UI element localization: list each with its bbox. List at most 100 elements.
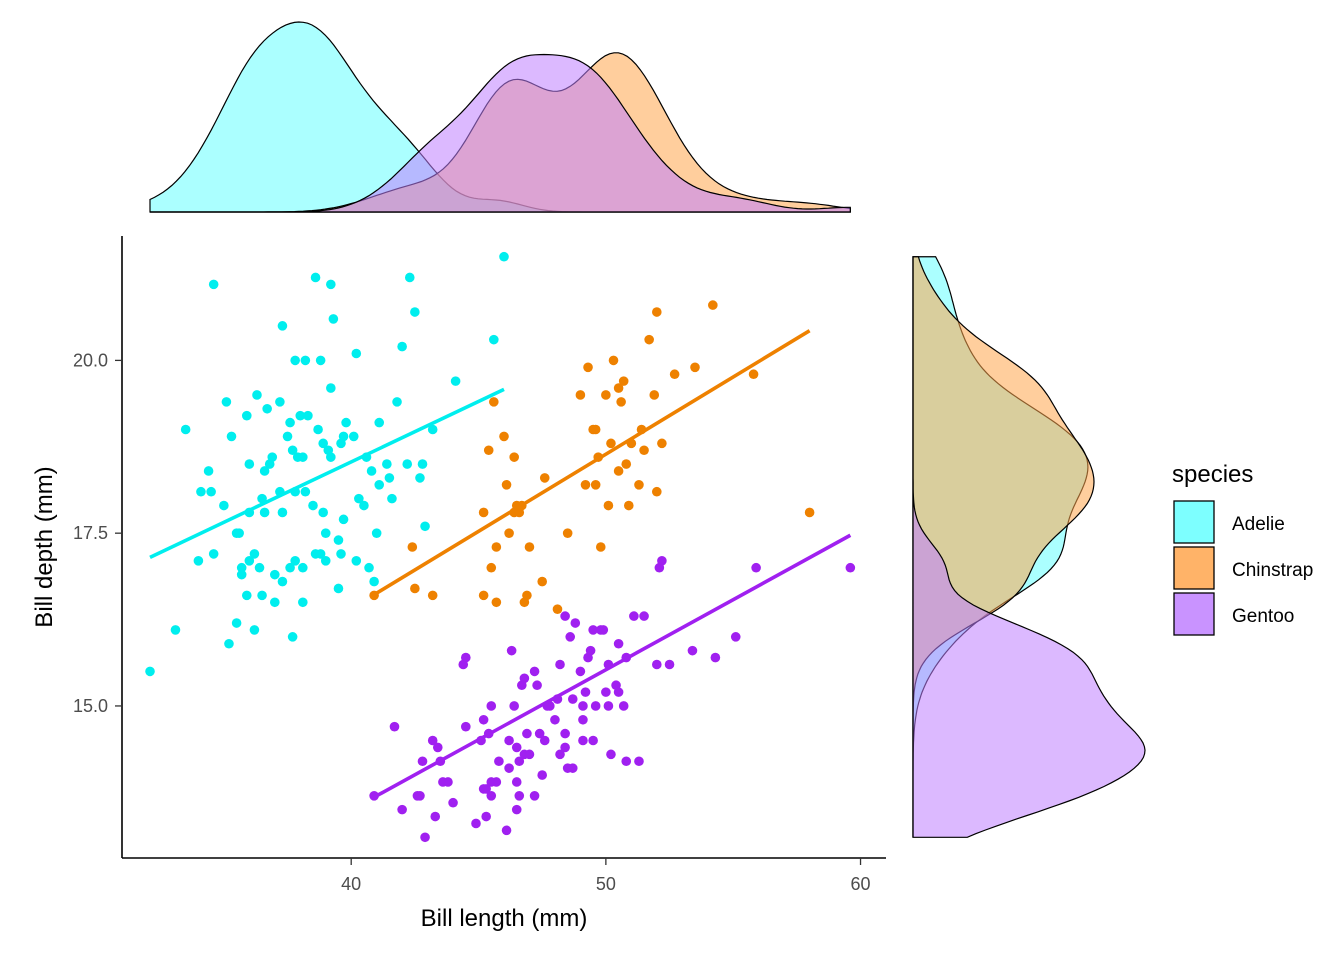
gentoo-point: [504, 763, 514, 773]
y-tick-label: 20.0: [73, 350, 108, 370]
adelie-point: [226, 431, 237, 442]
adelie-point: [450, 376, 461, 386]
adelie-point: [298, 452, 308, 462]
adelie-point: [249, 549, 260, 559]
gentoo-point: [501, 825, 512, 836]
adelie-point: [193, 556, 204, 566]
chinstrap-point: [621, 459, 632, 469]
chinstrap-point: [652, 307, 662, 317]
gentoo-point: [565, 632, 576, 642]
gentoo-point: [657, 556, 667, 566]
adelie-point: [415, 473, 425, 483]
gentoo-point: [550, 714, 560, 725]
adelie-point: [244, 556, 255, 566]
chinstrap-point: [499, 431, 509, 442]
adelie-point: [320, 528, 331, 538]
chinstrap-point: [608, 355, 619, 366]
x-tick-label: 50: [596, 874, 616, 894]
chinstrap-point: [509, 452, 519, 462]
legend-items: Adelie Chinstrap Gentoo: [1173, 500, 1313, 636]
adelie-point: [270, 569, 280, 580]
adelie-point: [287, 445, 298, 456]
adelie-point: [303, 410, 313, 421]
gentoo-legend-key: [1173, 592, 1215, 636]
adelie-point: [384, 473, 395, 483]
gentoo-depth-density: [912, 256, 1146, 838]
adelie-point: [208, 279, 219, 290]
chinstrap-point: [690, 362, 700, 373]
adelie-point: [257, 590, 267, 601]
adelie-point: [326, 279, 336, 290]
adelie-point: [145, 666, 155, 677]
chinstrap-point: [486, 562, 497, 573]
gentoo-point: [514, 756, 525, 767]
chinstrap-point: [539, 473, 550, 483]
adelie-point: [333, 535, 344, 545]
x-axis-title: Bill length (mm): [421, 905, 588, 932]
gentoo-point: [570, 618, 581, 628]
gentoo-point: [389, 721, 400, 732]
adelie-point: [277, 321, 288, 331]
chinstrap-point: [613, 466, 624, 476]
adelie-point: [270, 597, 280, 608]
gentoo-point: [471, 818, 481, 829]
adelie-point: [369, 576, 379, 587]
gentoo-point: [613, 638, 624, 649]
y-axis-ticks: 15.0 17.5 20.0: [73, 350, 122, 716]
adelie-point: [252, 390, 262, 400]
adelie-point: [267, 452, 278, 462]
chinstrap-point: [478, 590, 489, 601]
right-density-marginal: [912, 256, 1146, 838]
gentoo-point: [560, 742, 570, 753]
chinstrap-point: [649, 390, 660, 400]
adelie-point: [208, 549, 219, 559]
gentoo-point: [443, 777, 453, 787]
chinstrap-point: [491, 542, 502, 552]
chinstrap-point: [652, 486, 662, 497]
chinstrap-point: [410, 583, 420, 594]
points-layer: [145, 251, 856, 843]
adelie-point: [277, 507, 288, 518]
gentoo-point: [491, 777, 502, 787]
gentoo-point: [514, 791, 525, 801]
adelie-point: [310, 272, 321, 283]
chinstrap-point: [623, 500, 634, 511]
gentoo-point: [511, 777, 522, 787]
adelie-point: [374, 417, 385, 428]
chinstrap-point: [491, 597, 502, 608]
gentoo-point: [529, 791, 540, 801]
adelie-point: [196, 486, 206, 497]
adelie-point: [364, 562, 374, 573]
adelie-point: [351, 556, 362, 566]
gentoo-point: [687, 645, 698, 656]
adelie-point: [420, 521, 430, 532]
gentoo-point: [532, 680, 542, 691]
adelie-point: [392, 397, 402, 407]
gentoo-point: [555, 659, 565, 670]
adelie-point: [277, 576, 288, 587]
top-density-marginal: [149, 21, 851, 213]
chinstrap-point: [522, 590, 532, 601]
adelie-point: [234, 528, 244, 538]
chinstrap-point: [575, 390, 586, 400]
adelie-point: [244, 459, 255, 469]
gentoo-point: [534, 728, 545, 739]
adelie-point: [313, 424, 323, 435]
gentoo-point: [397, 804, 407, 815]
adelie-point: [402, 459, 413, 469]
adelie-point: [257, 493, 267, 504]
legend-title: species: [1172, 461, 1253, 488]
chinstrap-point: [489, 397, 499, 407]
scatter-plot-area: [145, 251, 856, 843]
chinstrap-point: [537, 576, 547, 587]
legend: species Adelie Chinstrap Gentoo: [1172, 461, 1313, 636]
adelie-point: [354, 493, 364, 504]
adelie-point: [382, 459, 392, 469]
gentoo-point: [461, 652, 471, 663]
adelie-point: [241, 590, 252, 601]
chinstrap-point: [804, 507, 815, 518]
adelie-point: [387, 493, 397, 504]
gentoo-point: [606, 749, 616, 760]
gentoo-point: [504, 735, 514, 746]
